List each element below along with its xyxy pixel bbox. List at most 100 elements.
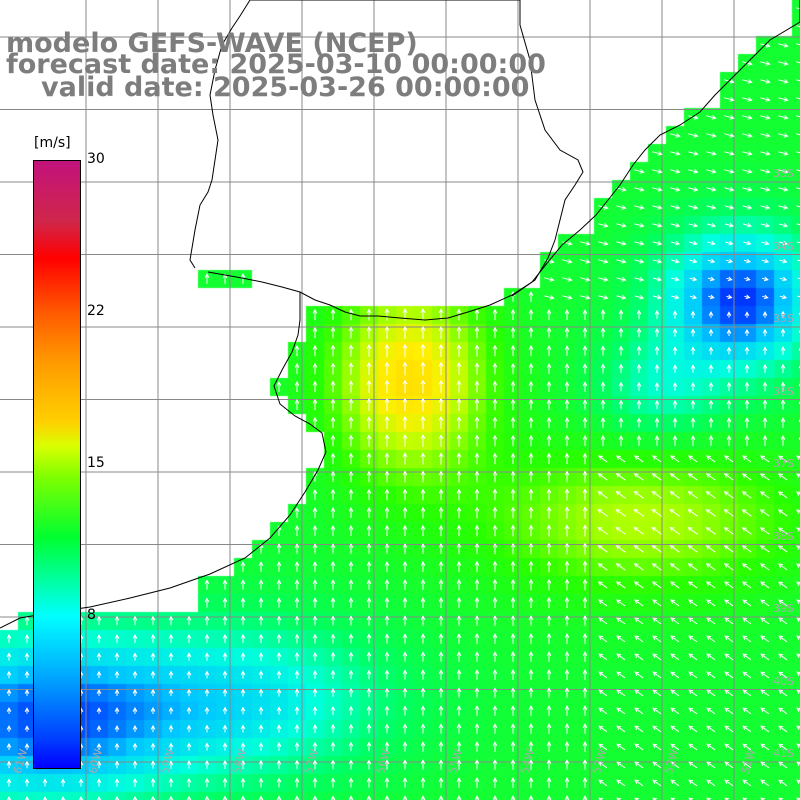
wind-arrow: [742, 222, 752, 228]
wind-arrow: [294, 759, 300, 770]
wind-arrow: [222, 724, 228, 733]
wind-arrow: [742, 779, 752, 787]
wind-arrow: [707, 276, 715, 282]
wind-arrow: [510, 759, 516, 770]
wind-arrow: [708, 294, 715, 300]
wind-arrow: [438, 542, 444, 555]
wind-arrow: [564, 615, 570, 626]
wind-arrow: [777, 509, 788, 517]
wind-arrow: [723, 563, 734, 571]
wind-arrow: [724, 707, 734, 715]
wind-arrow: [582, 741, 588, 752]
wind-arrow: [780, 310, 786, 319]
wind-arrow: [222, 615, 228, 626]
wind-arrow: [760, 222, 771, 228]
wind-arrow: [330, 362, 336, 375]
wind-arrow: [168, 795, 174, 800]
wind-arrow: [294, 561, 300, 572]
wind-arrow: [258, 688, 264, 697]
wind-arrow: [294, 688, 300, 697]
wind-arrow: [24, 796, 30, 800]
wind-arrow: [690, 328, 696, 337]
wind-arrow: [707, 258, 716, 264]
wind-arrow: [330, 688, 336, 697]
wind-arrow: [294, 597, 300, 608]
wind-arrow: [474, 524, 480, 537]
wind-arrow: [438, 669, 444, 680]
wind-arrow: [724, 653, 734, 661]
wind-arrow: [778, 707, 788, 715]
wind-arrow: [294, 507, 300, 518]
wind-arrow: [670, 635, 680, 643]
wind-arrow: [204, 615, 210, 626]
wind-arrow: [402, 343, 408, 358]
wind-arrow: [492, 723, 498, 734]
wind-arrow: [724, 761, 734, 769]
wind-arrow: [598, 599, 608, 607]
wind-arrow: [688, 671, 698, 679]
wind-arrow: [456, 452, 462, 465]
wind-arrow: [492, 542, 498, 555]
wind-arrow: [564, 542, 570, 555]
wind-arrow: [402, 506, 408, 519]
wind-arrow: [724, 617, 734, 625]
wind-arrow: [724, 115, 735, 120]
wind-arrow: [384, 397, 390, 412]
wind-arrow: [384, 669, 390, 680]
wind-arrow: [438, 452, 444, 465]
wind-arrow: [796, 169, 800, 172]
wind-arrow: [114, 707, 120, 714]
wind-arrow: [671, 258, 680, 264]
wind-arrow: [546, 687, 552, 698]
wind-arrow: [744, 294, 751, 300]
coastline: [0, 0, 800, 629]
wind-arrow: [402, 759, 408, 770]
wind-arrow: [348, 452, 354, 465]
wind-arrow: [240, 579, 246, 590]
wind-arrow: [132, 760, 138, 769]
wind-arrow: [670, 617, 680, 625]
wind-arrow: [760, 599, 770, 607]
wind-arrow: [456, 380, 462, 393]
wind-arrow: [222, 579, 228, 590]
wind-arrow: [510, 615, 516, 626]
wind-arrow: [312, 507, 318, 518]
wind-arrow: [654, 364, 660, 373]
wind-arrow: [186, 795, 192, 800]
wind-arrow: [688, 707, 698, 715]
wind-arrow: [6, 688, 12, 696]
wind-arrow: [420, 777, 426, 788]
wind-arrow: [366, 669, 372, 680]
wind-arrow: [706, 779, 716, 787]
wind-arrow: [456, 506, 462, 519]
wind-arrow: [528, 687, 534, 698]
wind-arrow: [651, 581, 662, 589]
wind-arrow: [276, 706, 282, 715]
wind-arrow: [546, 363, 552, 374]
wind-arrow: [582, 327, 588, 338]
wind-arrow: [132, 795, 138, 800]
wind-arrow: [258, 670, 264, 679]
wind-arrow: [582, 596, 588, 609]
wind-arrow: [741, 473, 752, 481]
wind-arrow: [510, 741, 516, 752]
wind-arrow: [312, 525, 318, 536]
coastline-segment: [189, 0, 584, 297]
wind-arrow: [348, 723, 354, 734]
wind-arrow: [474, 560, 480, 573]
wind-arrow: [438, 488, 444, 501]
wind-arrow: [615, 455, 626, 463]
wind-arrow: [616, 277, 627, 282]
wind-arrow: [546, 633, 552, 644]
wind-arrow: [330, 651, 336, 662]
wind-arrow: [366, 633, 372, 644]
wind-arrow: [348, 741, 354, 752]
wind-arrow: [652, 294, 662, 300]
wind-arrow: [564, 777, 570, 788]
wind-arrow: [384, 361, 390, 376]
wind-arrow: [690, 310, 696, 319]
wind-arrow: [615, 526, 626, 535]
wind-arrow: [294, 543, 300, 554]
wind-arrow: [652, 671, 662, 679]
wind-arrow: [796, 151, 800, 154]
